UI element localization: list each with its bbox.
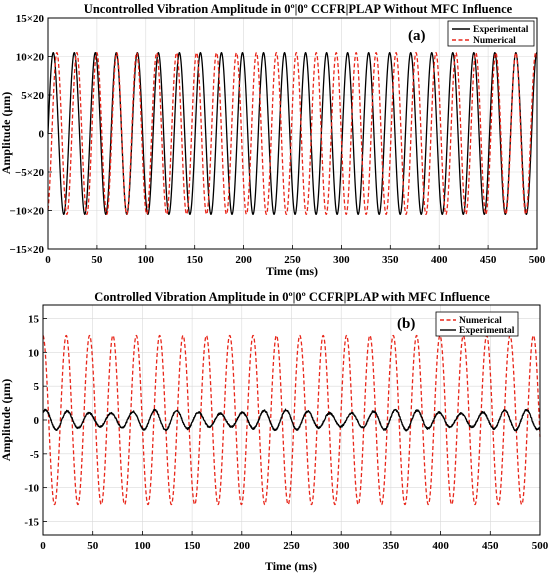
chart-b-title: Controlled Vibration Amplitude in 0º|0º … xyxy=(94,290,490,304)
chart-b-panel-label: (b) xyxy=(397,316,415,332)
chart-a-ticks: 0 50 100 150 200 250 300 350 400 450 500 −15×20 −10×… xyxy=(9,13,545,266)
x-tick-label: 150 xyxy=(186,254,203,266)
chart-a-ylabel: Amplitude (μm) xyxy=(0,92,13,174)
chart-a-legend: Experimental Numerical xyxy=(447,20,535,47)
chart-a-legend-box xyxy=(447,20,535,47)
x-tick-label: 450 xyxy=(480,254,497,266)
x-tick-label: 400 xyxy=(432,540,449,552)
x-tick-label: 250 xyxy=(284,254,301,266)
y-tick-label: 10×20 xyxy=(16,52,45,64)
chart-b-ylabel: Amplitude (μm) xyxy=(0,379,13,461)
series-line-experimental xyxy=(42,408,541,432)
x-tick-label: 50 xyxy=(87,540,99,552)
chart-a-legend-numerical: Numerical xyxy=(473,36,516,46)
chart-b-xlabel: Time (ms) xyxy=(265,559,317,573)
chart-a-title: Uncontrolled Vibration Amplitude in 0º|0… xyxy=(84,2,513,16)
y-tick-label: 5×20 xyxy=(21,90,44,102)
y-tick-label: −10×20 xyxy=(9,206,44,218)
chart-b-legend-box xyxy=(435,311,519,337)
x-tick-label: 350 xyxy=(383,540,400,552)
x-tick-label: 0 xyxy=(45,254,51,266)
series-line-experimental xyxy=(47,52,538,215)
x-tick-label: 450 xyxy=(482,540,499,552)
chart-a: Uncontrolled Vibration Amplitude in 0º|0… xyxy=(0,2,546,278)
series-line-numerical xyxy=(47,52,538,216)
chart-b-legend-experimental: Experimental xyxy=(459,326,515,336)
y-tick-label: -10 xyxy=(24,483,39,495)
x-tick-label: 150 xyxy=(184,540,201,552)
y-tick-label: -15 xyxy=(24,516,39,528)
y-tick-label: 10 xyxy=(28,347,40,359)
x-tick-label: 100 xyxy=(138,254,155,266)
chart-a-panel-label: (a) xyxy=(408,28,426,44)
y-tick-label: 15×20 xyxy=(16,13,45,25)
y-tick-label: 15 xyxy=(28,314,40,326)
y-tick-label: 5 xyxy=(34,381,40,393)
x-tick-label: 0 xyxy=(40,540,46,552)
x-tick-label: 500 xyxy=(529,254,546,266)
x-tick-label: 200 xyxy=(235,254,252,266)
y-tick-label: 0 xyxy=(34,415,40,427)
x-tick-label: 250 xyxy=(283,540,300,552)
chart-a-legend-experimental: Experimental xyxy=(473,25,529,35)
x-tick-label: 50 xyxy=(91,254,103,266)
y-tick-label: −15×20 xyxy=(9,244,44,256)
x-tick-label: 300 xyxy=(333,540,350,552)
chart-b-legend-numerical: Numerical xyxy=(459,316,502,326)
x-tick-label: 500 xyxy=(532,540,549,552)
x-tick-label: 100 xyxy=(134,540,151,552)
x-tick-label: 350 xyxy=(382,254,399,266)
y-tick-label: −5×20 xyxy=(15,167,45,179)
y-tick-label: 0 xyxy=(39,129,45,141)
chart-b-legend: Numerical Experimental xyxy=(435,311,519,337)
y-tick-label: -5 xyxy=(30,449,40,461)
x-tick-label: 400 xyxy=(431,254,448,266)
chart-a-xlabel: Time (ms) xyxy=(266,264,318,278)
chart-b: Controlled Vibration Amplitude in 0º|0º … xyxy=(0,290,549,573)
chart-a-series xyxy=(47,52,538,216)
x-tick-label: 300 xyxy=(333,254,350,266)
chart-b-series xyxy=(42,334,541,506)
x-tick-label: 200 xyxy=(234,540,251,552)
chart-b-ticks: 0 50 100 150 200 250 300 350 400 450 500 -15 -10 -5 0 5… xyxy=(24,314,548,552)
